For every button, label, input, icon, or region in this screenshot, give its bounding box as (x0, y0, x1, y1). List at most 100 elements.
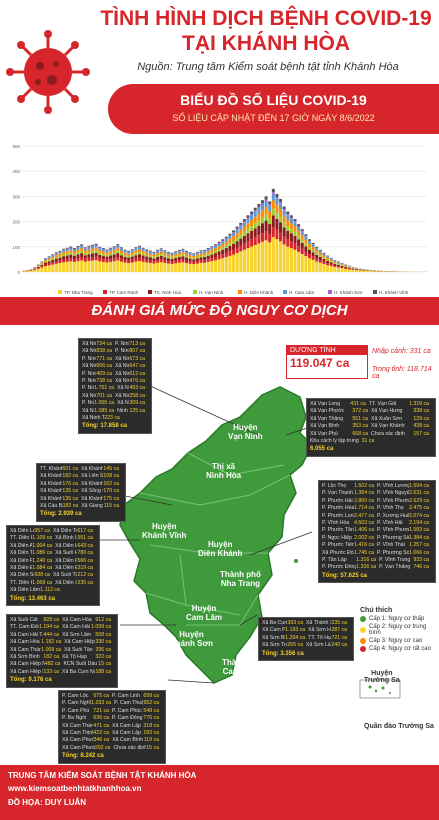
bar-segment (76, 246, 80, 248)
case-count: 1.069 ca (32, 579, 53, 586)
bar-segment (246, 218, 250, 224)
bar-segment (159, 248, 163, 250)
district-row: P. Vĩnh Hòa 4.503 ca P. Vĩnh Hải 2.194 ca (322, 520, 432, 527)
ward-name: KCN Suối Dầu (63, 661, 98, 668)
bar-segment (192, 253, 196, 255)
case-count: 15 ca (98, 661, 111, 668)
bar-segment (65, 247, 69, 249)
ward-name: TT. Vạn Giã (368, 401, 397, 407)
bar-segment (250, 239, 254, 247)
bar-segment (239, 225, 243, 230)
ward-name: Xã Cam Bình (112, 737, 144, 744)
ward-name: Xã Suối Tiên (53, 572, 77, 579)
bar-segment (221, 258, 225, 272)
bar-segment (76, 252, 80, 255)
bar-segment (250, 219, 254, 227)
case-count: 508 ca (95, 631, 111, 638)
bar-segment (54, 255, 58, 258)
bar-segment (43, 264, 48, 267)
bar-segment (166, 253, 170, 255)
bar-segment (257, 225, 261, 236)
bar-segment (156, 252, 160, 256)
bar-segment (72, 251, 76, 254)
ward-name: Xã Ninh Thượng (82, 415, 105, 422)
bar-segment (318, 262, 322, 272)
case-count: 438 ca (413, 423, 429, 430)
district-row: P. Phước Long 2.477 ca P. Xương Huân 2.074 … (322, 513, 432, 520)
bar-segment (311, 244, 315, 248)
footer-design: ĐỒ HỌA: DUY LUÂN (8, 798, 87, 807)
bar-segment (101, 251, 105, 254)
place-cam-lam: Huyện Cam Lâm (186, 604, 223, 622)
bar-segment (130, 250, 134, 253)
bar-segment (159, 249, 163, 252)
bar-segment (217, 243, 221, 246)
case-count: 548 ca (143, 707, 159, 714)
case-count: 409 ca (96, 370, 112, 377)
bar-segment (354, 270, 358, 272)
bar-segment (181, 254, 185, 257)
bar-segment (112, 261, 116, 272)
bar-segment (232, 249, 236, 255)
bar-segment (80, 248, 84, 251)
bar-segment (203, 256, 207, 261)
bar-segment (286, 215, 290, 220)
district-total: Tổng: 13.463 ca (10, 595, 56, 602)
case-count: 2.074 ca (409, 512, 429, 519)
bar-segment (58, 260, 62, 264)
bar-segment (51, 256, 55, 259)
bar-segment (232, 240, 236, 244)
case-count: 734 ca (96, 341, 112, 347)
bar-segment (76, 261, 80, 272)
bar-segment (141, 253, 145, 256)
bar-segment (112, 258, 116, 262)
bar-segment (76, 247, 80, 248)
case-count: 933 ca (413, 557, 430, 564)
bar-segment (181, 259, 185, 263)
bar-segment (58, 253, 62, 256)
case-count: 668 ca (352, 430, 368, 437)
footer-web[interactable]: www.kiemsoatbenhtatkhanhhoa.vn (8, 784, 142, 793)
case-count: 1.112 ca (40, 587, 60, 594)
ward-name: Xã Khánh Trung (81, 480, 104, 487)
bar-segment (145, 262, 149, 272)
bar-segment (152, 261, 156, 264)
case-count: 444 ca (43, 631, 59, 638)
bar-segment (282, 210, 286, 216)
bar-segment (322, 253, 326, 256)
bar-segment (253, 210, 257, 212)
bar-segment (98, 248, 102, 251)
case-count: 746 ca (413, 564, 430, 571)
bar-segment (101, 253, 105, 256)
ward-name: Xã Sơn Bình (10, 654, 40, 661)
bar-segment (369, 271, 373, 272)
case-count: 1.316 ca (356, 557, 377, 564)
bar-segment (159, 251, 163, 254)
bar-segment (166, 258, 170, 262)
bar-segment (293, 221, 297, 223)
bar-segment (340, 265, 344, 268)
ward-name: Xã Cam Hòa Đông (10, 639, 41, 646)
ward-name: P. Vĩnh Hòa (322, 520, 350, 527)
bar-segment (289, 248, 293, 272)
bar-segment (62, 256, 66, 260)
bar-segment (72, 249, 76, 252)
bar-segment (138, 249, 142, 253)
bar-segment (224, 236, 228, 239)
y-tick-label: 200 (12, 220, 20, 225)
bar-segment (188, 255, 192, 258)
bar-segment (253, 223, 257, 229)
bar-segment (47, 263, 51, 266)
case-count: 115 ca (103, 503, 119, 510)
bar-segment (326, 256, 330, 258)
source-text: Nguồn: Trung tâm Kiểm soát bệnh tật tỉnh… (137, 61, 399, 73)
bar-segment (40, 262, 44, 264)
bar-segment (322, 257, 326, 259)
bar-segment (311, 256, 315, 260)
bar-segment (163, 250, 167, 252)
bar-segment (101, 259, 105, 262)
